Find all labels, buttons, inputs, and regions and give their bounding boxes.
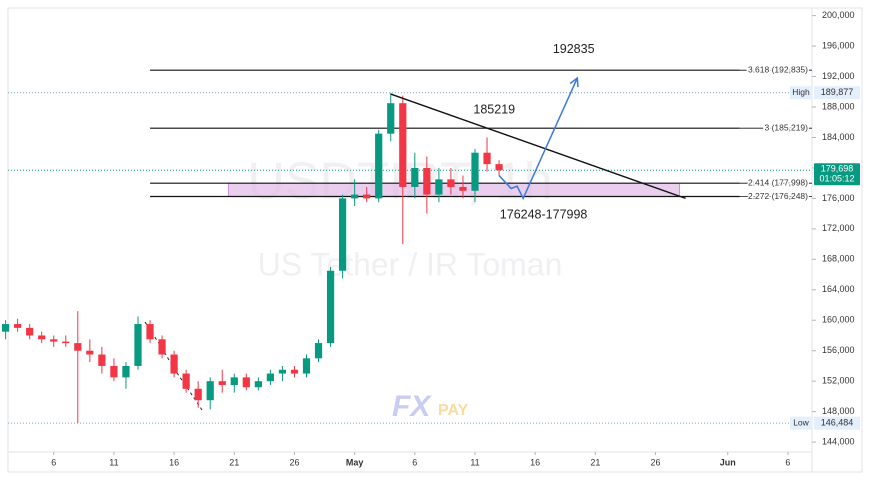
candle-body [387, 103, 395, 134]
logo-pay: PAY [438, 402, 469, 419]
last-price-countdown: 01:05:12 [819, 174, 854, 184]
candle-body [182, 373, 190, 389]
high-value-bg [814, 86, 860, 100]
y-tick-label: 188,000 [822, 101, 855, 111]
candle-body [423, 167, 431, 195]
high-tag-bg [790, 86, 812, 100]
x-tick-label: 11 [109, 457, 118, 467]
candle-body [230, 377, 238, 385]
watermark-description: US Tether / IR Toman [258, 246, 563, 282]
level-label: 3.618 (192,835) [748, 64, 808, 74]
candle-body [110, 365, 118, 378]
candle-body [363, 194, 371, 199]
high-value: 189,877 [821, 87, 854, 97]
x-tick-label: Jun [720, 457, 736, 467]
x-tick-label: 6 [51, 457, 56, 467]
trendline [390, 93, 686, 200]
y-tick-label: 168,000 [822, 254, 855, 264]
candle-body [170, 354, 178, 374]
candle-body [266, 373, 274, 382]
candle-body [290, 369, 299, 374]
x-tick-label: 26 [651, 457, 661, 467]
y-tick-label: 172,000 [822, 223, 855, 233]
candle-body [1, 324, 10, 332]
candle-body [122, 365, 130, 378]
candle-body [98, 354, 106, 366]
y-tick-label: 144,000 [822, 436, 855, 446]
candle-body [459, 186, 467, 191]
annotation: 185219 [473, 102, 515, 116]
y-tick-label: 164,000 [822, 284, 855, 294]
y-tick-label: 196,000 [822, 40, 855, 50]
x-tick-label: 16 [169, 457, 179, 467]
low-value: 146,484 [821, 418, 854, 428]
x-tick-label: May [346, 457, 364, 467]
candle-body [302, 358, 311, 374]
candle-body [254, 381, 262, 388]
candle-body [326, 270, 335, 344]
candle-body [218, 381, 226, 385]
candle-body [206, 381, 214, 401]
x-tick-label: 16 [530, 457, 540, 467]
frame [7, 7, 863, 473]
candle-body [50, 339, 58, 342]
candle-body [338, 198, 347, 271]
low-tag-bg [790, 416, 812, 430]
projection-arrowhead [569, 76, 579, 88]
level-label: 2.272 (176,248) [748, 191, 808, 201]
x-tick-label: 21 [590, 457, 600, 467]
candle-body [314, 343, 323, 359]
x-tick-label: 6 [412, 457, 417, 467]
candle-body [495, 164, 503, 171]
annotation: 192835 [553, 42, 595, 56]
low-tag: Low [793, 417, 809, 427]
candle-body [411, 167, 419, 187]
candle-body [399, 103, 407, 187]
y-tick-label: 152,000 [822, 376, 855, 386]
y-tick-label: 148,000 [822, 406, 855, 416]
candle-body [146, 324, 154, 340]
candle-body [38, 335, 46, 340]
candle-body [62, 341, 70, 344]
candle-body [242, 377, 250, 388]
candle-body [26, 327, 34, 336]
high-tag: High [792, 87, 810, 97]
candle-body [74, 343, 82, 351]
annotation: 176248-177998 [500, 207, 588, 221]
plot: 144,000 148,000 152,000 156,000 160,000 164,0… [1, 10, 860, 467]
candle-body [134, 324, 142, 366]
candle-body [435, 179, 443, 195]
candle-body [483, 152, 491, 165]
candle-body [278, 369, 287, 374]
candle-body [375, 133, 383, 199]
y-tick-label: 160,000 [822, 315, 855, 325]
x-tick-label: 6 [785, 457, 790, 467]
low-value-bg [814, 416, 860, 430]
projection-path [498, 77, 578, 201]
y-tick-label: 192,000 [822, 71, 855, 81]
level-label: 2.414 (177,998) [748, 177, 808, 187]
candle-body [194, 388, 202, 401]
logo-fx: FX [392, 390, 432, 423]
x-tick-label: 11 [470, 457, 479, 467]
candle-body [14, 324, 22, 328]
y-tick-label: 176,000 [822, 193, 855, 203]
candle-body [158, 339, 166, 355]
candle-body [471, 152, 479, 191]
level-label: 3 (185,219) [765, 122, 809, 132]
last-price: 179,698 [821, 164, 854, 174]
candle-body [447, 179, 455, 187]
candle-body [351, 194, 359, 199]
y-tick-label: 200,000 [822, 10, 855, 20]
y-tick-label: 156,000 [822, 345, 855, 355]
y-tick-label: 184,000 [822, 132, 855, 142]
x-tick-label: 21 [229, 457, 239, 467]
candle-body [86, 350, 94, 355]
x-tick-label: 26 [289, 457, 299, 467]
last-price-bg [814, 163, 860, 186]
